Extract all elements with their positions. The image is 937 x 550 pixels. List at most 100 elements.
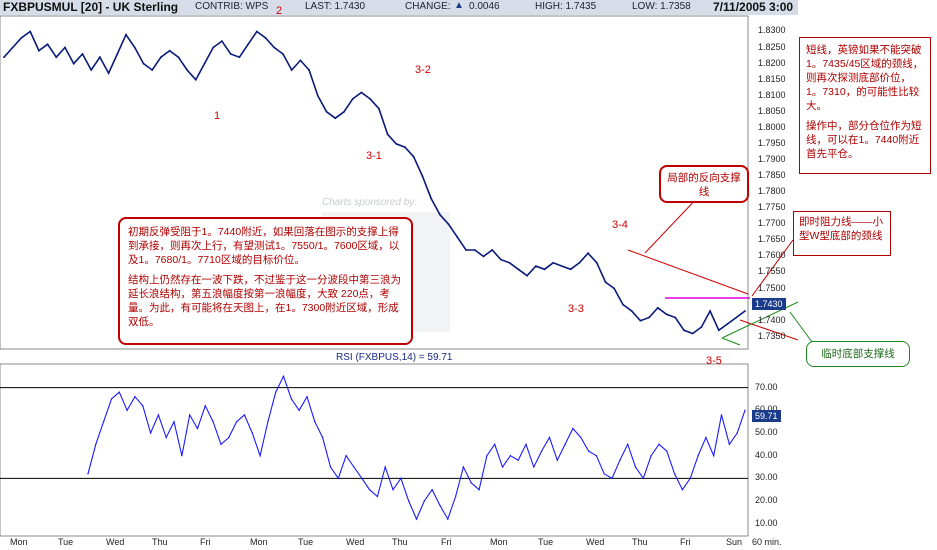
rsi-y-tick: 30.00 xyxy=(755,472,778,483)
price-y-tick: 1.7600 xyxy=(758,250,786,261)
price-point xyxy=(125,33,127,36)
price-y-tick: 1.7550 xyxy=(758,266,786,277)
price-point xyxy=(552,261,555,264)
rsi-y-tick: 40.00 xyxy=(755,449,778,460)
price-point xyxy=(20,37,23,39)
price-point xyxy=(735,316,738,319)
price-point xyxy=(613,287,616,290)
price-point xyxy=(11,46,14,49)
price-point xyxy=(273,46,276,49)
rsi-point xyxy=(525,443,527,445)
rsi-point xyxy=(204,405,206,407)
price-point xyxy=(578,261,581,264)
rsi-point xyxy=(321,436,324,439)
x-tick-label: Thu xyxy=(632,537,648,547)
price-point xyxy=(264,37,267,39)
up-triangle-icon: ▲ xyxy=(454,0,464,11)
rsi-point xyxy=(509,455,512,457)
rsi-point xyxy=(689,477,691,479)
rsi-point xyxy=(118,391,121,393)
high-price: HIGH: 1.7435 xyxy=(535,1,597,12)
rsi-point xyxy=(329,466,332,468)
rsi-point xyxy=(165,436,167,439)
x-tick-label: Tue xyxy=(298,537,314,547)
price-y-tick: 1.8200 xyxy=(758,57,786,68)
price-y-tick: 1.7350 xyxy=(758,330,786,341)
rsi-y-tick: 10.00 xyxy=(755,517,778,528)
rsi-point xyxy=(478,489,480,491)
note-main: 初期反弹受阻于1。7440附近，如果回落在图示的支撑上得到承接，则再次上行，有望… xyxy=(118,217,413,345)
x-tick-label: Mon xyxy=(250,537,268,547)
price-y-tick: 1.7800 xyxy=(758,186,786,197)
price-point xyxy=(290,69,293,71)
contrib-label: CONTRIB: WPS xyxy=(195,1,269,12)
rsi-point xyxy=(548,436,551,439)
rsi-point xyxy=(642,477,644,479)
x-tick-label: Wed xyxy=(106,537,125,547)
price-point xyxy=(665,313,668,316)
price-point xyxy=(378,107,380,110)
rsi-point xyxy=(580,436,582,439)
price-point xyxy=(299,59,302,62)
wave-label-2: 2 xyxy=(276,5,283,17)
price-point xyxy=(142,62,145,65)
rsi-point xyxy=(251,432,253,434)
note-resistance-text: 即时阻力线——小型W型底部的颈线 xyxy=(799,216,883,242)
price-point xyxy=(212,46,215,49)
price-point xyxy=(325,110,328,113)
price-point xyxy=(186,69,189,71)
price-point xyxy=(255,30,258,33)
rsi-point xyxy=(681,489,684,491)
price-point xyxy=(465,249,467,251)
rsi-point xyxy=(212,421,214,423)
price-point xyxy=(221,40,223,42)
price-point xyxy=(90,69,93,71)
note-bottom-support-text: 临时底部支撑线 xyxy=(821,348,895,360)
chart-title: FXBPUSMUL [20] - UK Sterling xyxy=(3,0,179,14)
price-point xyxy=(168,49,171,52)
rsi-series-line xyxy=(87,374,746,521)
rsi-point xyxy=(501,466,504,468)
wave-label-3-5: 3-5 xyxy=(706,355,722,367)
price-point xyxy=(456,236,459,239)
price-y-tick: 1.7950 xyxy=(758,137,786,148)
price-point xyxy=(351,98,354,100)
price-point xyxy=(717,329,720,332)
wave-label-3-3: 3-3 xyxy=(568,303,584,315)
price-point xyxy=(569,268,572,271)
rsi-y-tick: 70.00 xyxy=(755,381,778,392)
last-price: LAST: 1.7430 xyxy=(305,1,366,12)
rsi-point xyxy=(713,455,715,457)
rsi-y-tick: 50.00 xyxy=(755,427,778,437)
price-y-tick: 1.7900 xyxy=(758,154,786,164)
price-point xyxy=(369,98,371,100)
x-tick-label: Tue xyxy=(538,537,554,547)
rsi-point xyxy=(87,473,89,475)
price-y-tick: 1.8150 xyxy=(758,73,786,84)
rsi-point xyxy=(431,489,433,491)
price-point xyxy=(561,265,563,267)
rsi-point xyxy=(275,391,277,393)
price-point xyxy=(430,197,433,200)
rsi-point xyxy=(697,455,699,457)
price-point xyxy=(404,146,406,149)
downtrend-line-ext xyxy=(739,319,799,341)
rsi-point xyxy=(235,421,238,423)
rsi-point xyxy=(267,421,269,423)
rsi-point xyxy=(259,455,261,457)
price-point xyxy=(81,53,84,55)
rsi-y-tick: 60.00 xyxy=(755,404,778,414)
chart-datetime: 7/11/2005 3:00 xyxy=(713,0,794,14)
x-tick-label: Wed xyxy=(586,537,605,547)
rsi-point xyxy=(564,443,566,445)
price-point xyxy=(334,117,337,120)
price-point xyxy=(203,62,206,65)
price-y-tick: 1.7400 xyxy=(758,314,786,325)
price-point xyxy=(360,91,363,94)
change-value: 0.0046 xyxy=(469,1,500,12)
rsi-point xyxy=(368,489,371,491)
rsi-point xyxy=(619,459,621,461)
price-point xyxy=(46,43,49,46)
